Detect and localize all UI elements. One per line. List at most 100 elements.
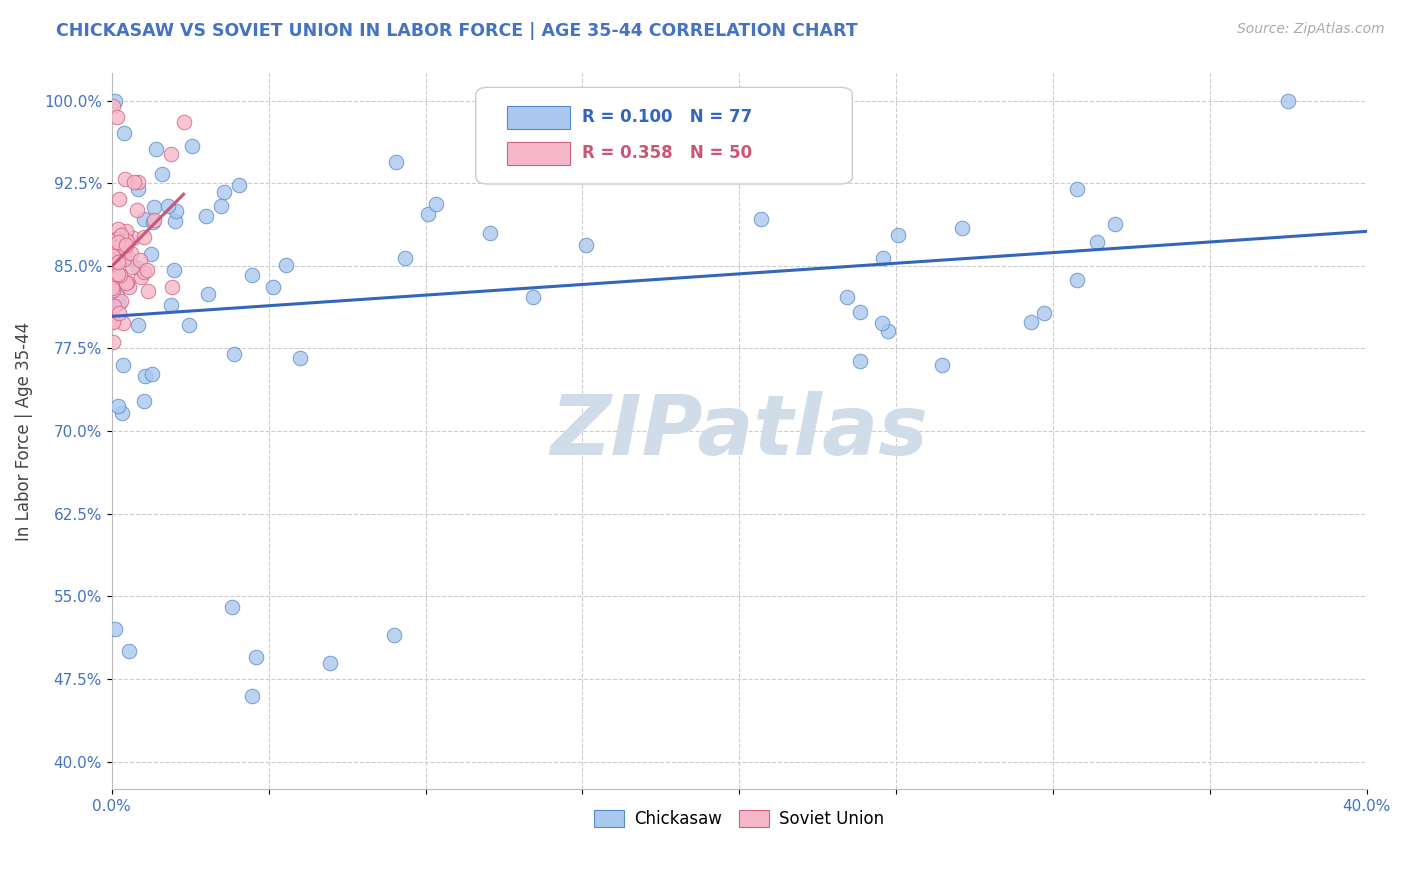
Point [242,689,264,703]
Point [101,283,124,297]
Point [114,241,136,255]
Text: CHICKASAW VS SOVIET UNION IN LABOR FORCE | AGE 35-44 CORRELATION CHART: CHICKASAW VS SOVIET UNION IN LABOR FORCE… [56,22,858,40]
Point [105,289,128,303]
Point [127,175,149,189]
Point [221,600,243,615]
Point [104,270,127,285]
Point [165,204,187,219]
Point [224,347,246,361]
Point [122,231,145,245]
Point [173,115,195,129]
Point [179,318,201,333]
Point [107,238,129,252]
Point [262,279,284,293]
Point [276,258,298,272]
Point [108,296,131,310]
Point [197,286,219,301]
Point [134,265,156,279]
Point [245,650,267,665]
Point [114,252,136,267]
Point [134,369,156,384]
Point [180,139,202,153]
Point [110,268,132,282]
Point [139,246,162,260]
Point [103,99,125,113]
Point [425,197,447,211]
Text: R = 0.358   N = 50: R = 0.358 N = 50 [582,145,752,162]
Point [104,94,127,108]
Point [122,175,145,189]
FancyBboxPatch shape [508,106,569,128]
Point [105,240,128,254]
Point [101,249,124,263]
Point [107,222,129,236]
Point [688,94,710,108]
Point [115,234,138,248]
Point [849,305,872,319]
Text: ZIPatlas: ZIPatlas [550,391,928,472]
Point [952,221,974,235]
Point [110,228,132,243]
Point [115,238,138,252]
Point [104,623,127,637]
FancyBboxPatch shape [508,142,569,165]
Point [110,293,132,308]
Point [385,155,408,169]
Point [118,644,141,658]
Point [141,367,163,381]
Point [150,167,173,181]
Point [209,199,232,213]
Point [111,358,134,372]
Point [115,276,138,290]
Point [835,290,858,304]
Point [134,229,156,244]
Point [159,147,181,161]
Point [416,207,439,221]
Point [120,246,142,260]
Point [194,210,217,224]
Point [103,315,125,329]
Point [132,211,155,226]
Point [118,252,141,266]
Point [1019,315,1042,329]
Point [105,232,128,246]
Point [101,281,124,295]
Point [159,298,181,312]
Point [103,299,125,313]
Point [128,252,150,267]
Point [382,628,405,642]
Point [107,306,129,320]
Point [142,215,165,229]
Point [886,227,908,242]
Point [931,358,953,372]
Point [145,142,167,156]
Point [129,270,152,285]
Point [849,354,872,368]
Point [107,267,129,281]
Point [288,351,311,366]
FancyBboxPatch shape [475,87,852,184]
Point [1066,273,1088,287]
Point [127,318,149,333]
Point [101,314,124,328]
Point [118,280,141,294]
Text: Source: ZipAtlas.com: Source: ZipAtlas.com [1237,22,1385,37]
Point [143,212,166,227]
Point [394,252,416,266]
Point [107,235,129,249]
Point [160,280,183,294]
Point [107,192,129,206]
Point [1085,235,1108,249]
Point [1277,94,1299,108]
Point [165,214,187,228]
Point [115,276,138,290]
Point [107,399,129,413]
Text: R = 0.100   N = 77: R = 0.100 N = 77 [582,109,752,127]
Point [101,249,124,263]
Point [105,110,128,124]
Point [156,199,179,213]
Point [163,263,186,277]
Point [132,394,155,409]
Point [1066,181,1088,195]
Point [142,200,165,214]
